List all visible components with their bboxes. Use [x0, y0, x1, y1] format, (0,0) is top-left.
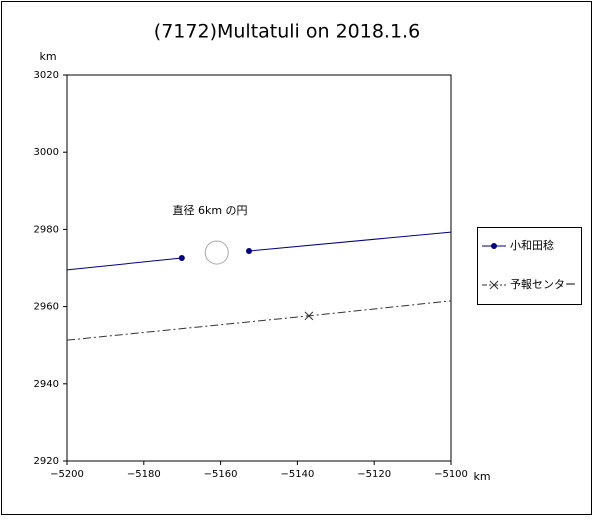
series-line — [248, 231, 451, 252]
x-tick-label: −5120 — [357, 469, 391, 480]
y-tick-label: 3020 — [34, 70, 59, 81]
y-tick-label: 2940 — [34, 379, 59, 390]
legend-marker — [491, 243, 497, 249]
y-tick-label: 2980 — [34, 224, 59, 235]
plot-area — [66, 74, 452, 462]
legend-label: 小和田稔 — [510, 238, 554, 252]
data-point — [246, 248, 253, 255]
legend — [477, 227, 582, 305]
data-point — [304, 311, 314, 321]
y-tick-label: 2920 — [34, 456, 59, 467]
data-point — [178, 254, 185, 261]
x-tick-label: −5200 — [50, 469, 84, 480]
x-axis-label: km — [473, 470, 490, 483]
shadow-circle — [204, 240, 229, 265]
x-tick-label: −5140 — [280, 469, 314, 480]
chart-title: (7172)Multatuli on 2018.1.6 — [154, 21, 420, 43]
y-axis-label: km — [39, 50, 56, 63]
y-tick-label: 3000 — [34, 147, 59, 158]
x-tick-label: −5180 — [127, 469, 161, 480]
x-tick-label: −5160 — [204, 469, 238, 480]
y-tick-label: 2960 — [34, 302, 59, 313]
legend-marker — [489, 280, 499, 290]
series-line — [67, 257, 182, 271]
legend-label: 予報センター — [510, 278, 576, 291]
circle-label: 直径 6km の円 — [172, 203, 247, 217]
x-tick-label: −5100 — [434, 469, 468, 480]
